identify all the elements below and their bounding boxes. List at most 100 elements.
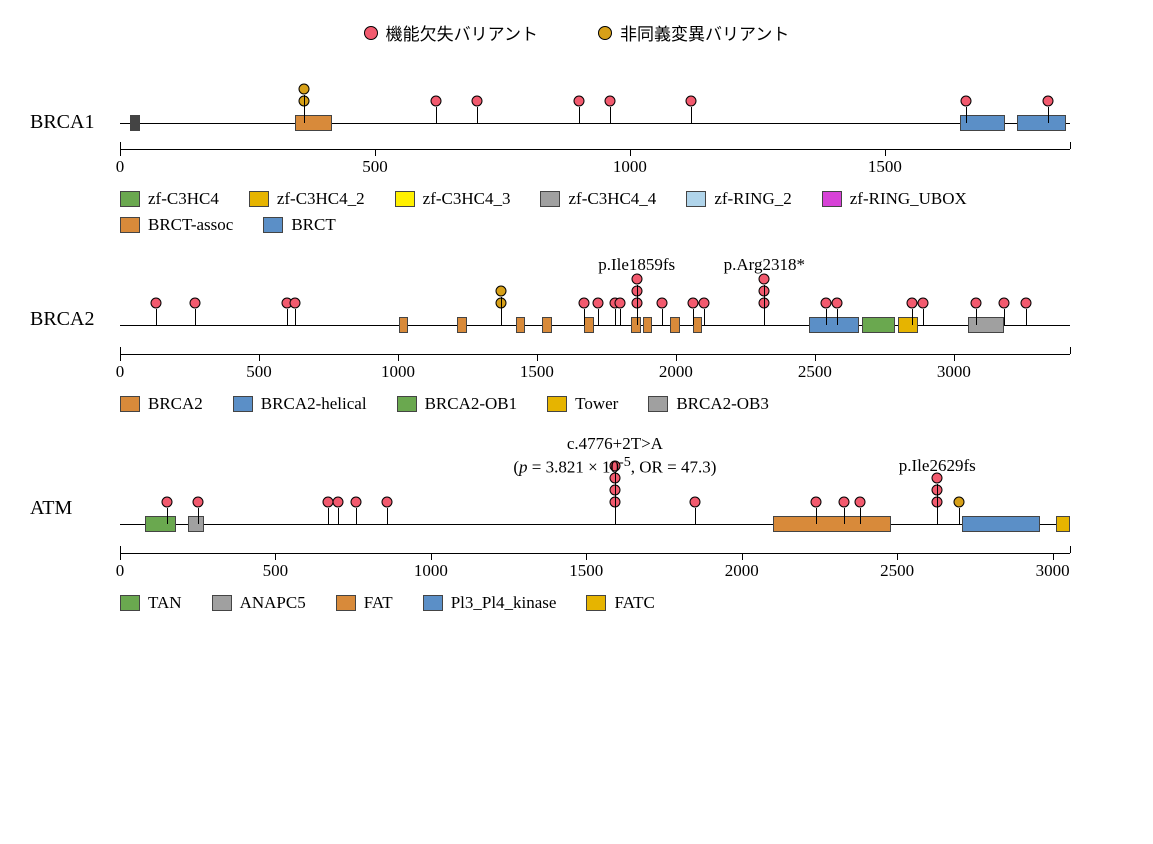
lof-variant-icon	[351, 497, 362, 508]
lollipop-stem	[826, 309, 827, 325]
axis-tick	[885, 149, 886, 156]
domain-swatch-icon	[822, 191, 842, 207]
lollipop-stem	[662, 309, 663, 325]
lollipop-stem	[304, 95, 305, 123]
domain-legend-label: zf-RING_UBOX	[850, 189, 967, 209]
domain-legend-item: BRCA2-OB3	[648, 394, 769, 414]
lof-variant-icon	[832, 298, 843, 309]
lollipop-stem	[691, 107, 692, 123]
lollipop-stem	[923, 309, 924, 325]
lof-variant-icon	[573, 96, 584, 107]
gene-label: BRCA2	[30, 308, 120, 331]
axis-line	[120, 354, 1070, 355]
axis-tick	[431, 553, 432, 560]
domain-legend-item: BRCA2-OB1	[397, 394, 518, 414]
domain-legend-item: FATC	[586, 593, 654, 613]
axis-tick	[742, 553, 743, 560]
lof-variant-icon	[190, 298, 201, 309]
gene-panel-brca2: BRCA2p.Ile1859fsp.Arg2318* 05001000150020…	[30, 255, 1123, 384]
domain-swatch-icon	[423, 595, 443, 611]
position-axis: 050010001500	[120, 149, 1070, 179]
lollipop-stem	[615, 472, 616, 524]
domain-legend: zf-C3HC4 zf-C3HC4_2 zf-C3HC4_3 zf-C3HC4_4 zf…	[120, 189, 1070, 235]
lollipop-stem	[579, 107, 580, 123]
axis-tick-label: 1000	[613, 157, 647, 177]
axis-tick-label: 1000	[414, 561, 448, 581]
domain-box	[962, 516, 1040, 532]
domain-legend-item: Pl3_Pl4_kinase	[423, 593, 557, 613]
lof-dot-icon	[364, 26, 378, 40]
gene-body: p.Ile1859fsp.Arg2318* 0500100015002000250…	[120, 255, 1123, 384]
domain-swatch-icon	[395, 191, 415, 207]
lollipop-stem	[704, 309, 705, 325]
domain-box	[295, 115, 331, 131]
axis-tick-label: 500	[263, 561, 289, 581]
domain-legend-label: ANAPC5	[240, 593, 306, 613]
domain-legend: TANANAPC5FATPl3_Pl4_kinaseFATC	[120, 593, 1070, 613]
position-axis: 050010001500200025003000	[120, 354, 1070, 384]
domain-legend-item: TAN	[120, 593, 182, 613]
lollipop-stem	[295, 309, 296, 325]
lollipop-stem	[844, 508, 845, 524]
domain-box	[809, 317, 859, 333]
axis-tick	[375, 149, 376, 156]
domain-swatch-icon	[547, 396, 567, 412]
domain-legend-item: ANAPC5	[212, 593, 306, 613]
lollipop-stem	[764, 285, 765, 325]
axis-tick	[120, 149, 121, 156]
domain-legend-label: zf-C3HC4_3	[423, 189, 511, 209]
lollipop-stem	[693, 309, 694, 325]
domain-swatch-icon	[336, 595, 356, 611]
lollipop-stem	[598, 309, 599, 325]
domain-box	[516, 317, 526, 333]
domain-swatch-icon	[397, 396, 417, 412]
lollipop-stem	[287, 309, 288, 325]
domain-legend-item: zf-C3HC4_4	[540, 189, 656, 209]
lof-variant-icon	[1021, 298, 1032, 309]
lollipop-stem	[860, 508, 861, 524]
domain-box	[898, 317, 917, 333]
lof-variant-icon	[161, 497, 172, 508]
domain-legend-label: zf-C3HC4_2	[277, 189, 365, 209]
axis-tick	[676, 354, 677, 361]
lollipop-stem	[1004, 309, 1005, 325]
axis-line	[120, 553, 1070, 554]
domain-legend-item: BRCT	[263, 215, 335, 235]
lollipop-stem	[620, 309, 621, 325]
axis-tick	[586, 553, 587, 560]
gene-label: ATM	[30, 497, 120, 520]
lof-variant-icon	[854, 497, 865, 508]
domain-box	[130, 115, 132, 131]
axis-tick-label: 500	[362, 157, 388, 177]
axis-tick-label: 2000	[725, 561, 759, 581]
axis-tick	[398, 354, 399, 361]
lof-variant-icon	[431, 96, 442, 107]
lof-variant-icon	[971, 298, 982, 309]
protein-track: p.Ile1859fsp.Arg2318*	[120, 255, 1070, 350]
domain-box	[968, 317, 1004, 333]
axis-tick-label: 1500	[569, 561, 603, 581]
domain-legend-label: BRCA2-OB1	[425, 394, 518, 414]
lof-variant-icon	[1043, 96, 1054, 107]
lof-variant-icon	[961, 96, 972, 107]
gene-label: BRCA1	[30, 111, 120, 134]
lollipop-stem	[1026, 309, 1027, 325]
domain-legend-item: BRCA2	[120, 394, 203, 414]
lollipop-stem	[387, 508, 388, 524]
lollipop-stem	[912, 309, 913, 325]
lollipop-stem	[837, 309, 838, 325]
lof-variant-icon	[686, 96, 697, 107]
domain-swatch-icon	[648, 396, 668, 412]
domain-legend-item: zf-C3HC4	[120, 189, 219, 209]
lof-variant-icon	[192, 497, 203, 508]
lof-variant-icon	[998, 298, 1009, 309]
domain-box	[862, 317, 895, 333]
lollipop-stem	[584, 309, 585, 325]
domain-box	[145, 516, 176, 532]
axis-tick	[630, 149, 631, 156]
domain-legend-item: zf-RING_2	[686, 189, 791, 209]
domain-legend-label: Pl3_Pl4_kinase	[451, 593, 557, 613]
lollipop-stem	[436, 107, 437, 123]
domain-swatch-icon	[249, 191, 269, 207]
domain-box	[670, 317, 680, 333]
